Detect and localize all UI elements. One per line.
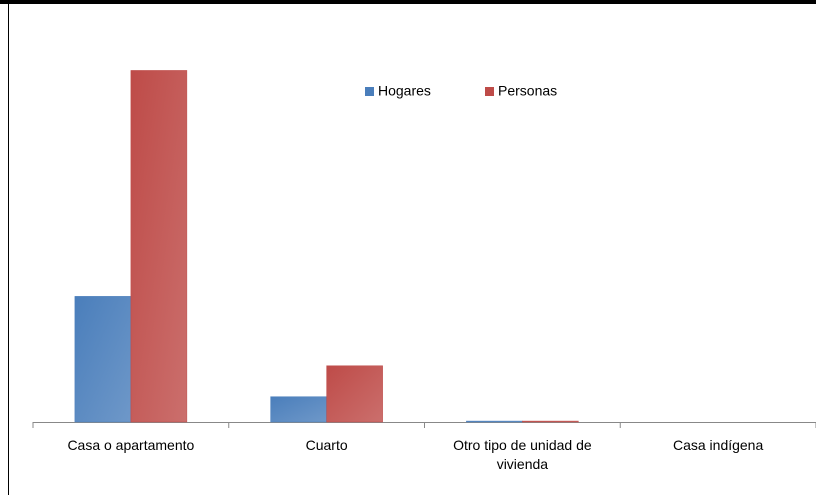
bar xyxy=(326,365,383,423)
legend-label: Personas xyxy=(498,83,557,99)
x-tick-label: Cuarto xyxy=(305,437,348,453)
x-tick-label: Casa o apartamento xyxy=(67,437,195,453)
bar xyxy=(130,70,188,423)
bar xyxy=(74,296,132,423)
top-border xyxy=(0,0,816,4)
bar xyxy=(522,420,579,423)
legend-swatch xyxy=(485,87,494,96)
bar xyxy=(270,396,327,423)
bar xyxy=(466,420,523,423)
legend-label: Hogares xyxy=(378,83,431,99)
legend-swatch xyxy=(365,87,374,96)
x-tick-label: Casa indígena xyxy=(672,437,764,453)
x-tick-label: Otro tipo de unidad de vivienda xyxy=(453,437,592,472)
